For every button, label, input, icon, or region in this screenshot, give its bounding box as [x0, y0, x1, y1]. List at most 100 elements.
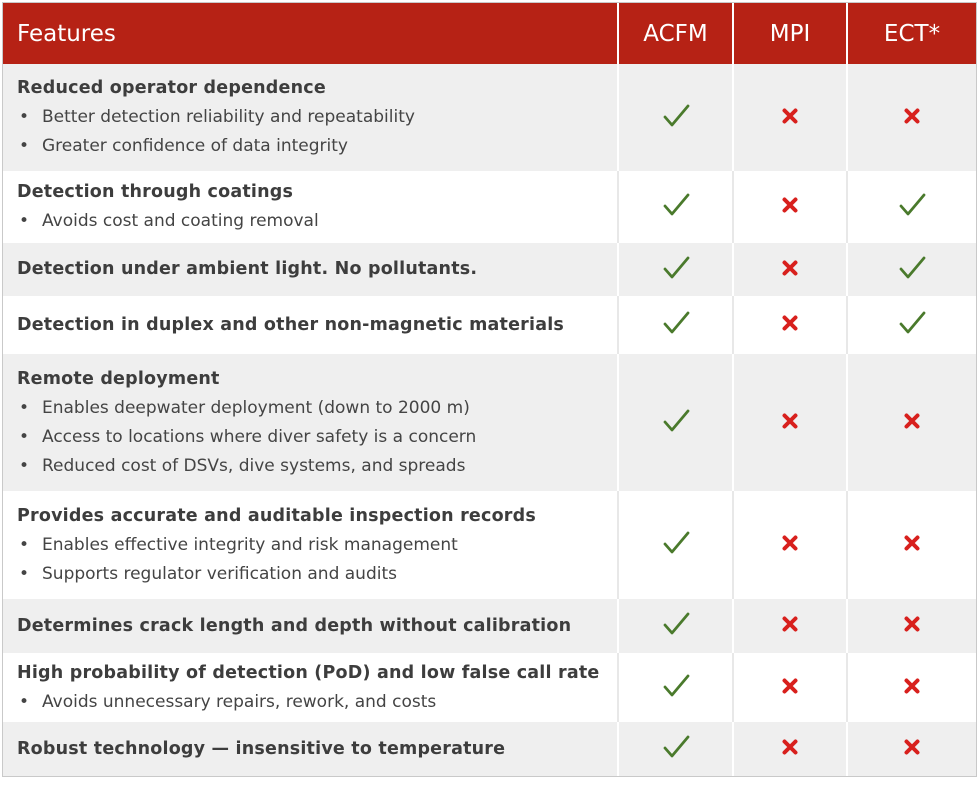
feature-title: Reduced operator dependence — [17, 78, 326, 98]
checkmark-icon — [661, 732, 691, 766]
feature-cell: Remote deployment • Enables deepwater depl… — [3, 354, 619, 491]
bullet-dot-icon: • — [19, 563, 30, 584]
feature-bullet-text: Enables effective integrity and risk man… — [42, 534, 458, 555]
feature-title: Detection in duplex and other non-magnet… — [17, 314, 565, 335]
checkmark-icon — [661, 308, 691, 342]
mpi-cell — [734, 491, 848, 599]
feature-title: Determines crack length and depth withou… — [17, 615, 572, 636]
cross-icon — [775, 308, 805, 342]
mpi-cell — [734, 171, 848, 243]
ect-cell — [848, 653, 976, 722]
cross-icon — [897, 609, 927, 643]
feature-title: Remote deployment — [17, 368, 220, 389]
cross-icon — [897, 406, 927, 440]
checkmark-icon — [897, 253, 927, 287]
header-acfm: ACFM — [619, 3, 734, 64]
feature-title: Robust technology — insensitive to tempe… — [17, 738, 506, 759]
mpi-cell — [734, 64, 848, 171]
cross-icon — [775, 406, 805, 440]
cross-icon — [775, 101, 805, 135]
bullet-dot-icon: • — [19, 691, 30, 712]
feature-bullet: • Avoids unnecessary repairs, rework, and… — [17, 688, 599, 717]
feature-bullet: • Enables deepwater deployment (down to 2… — [17, 394, 476, 423]
feature-bullet: • Avoids cost and coating removal — [17, 207, 319, 236]
feature-cell: High probability of detection (PoD) and … — [3, 653, 619, 722]
ect-cell — [848, 243, 976, 296]
cross-icon — [897, 101, 927, 135]
feature-bullets: • Enables deepwater deployment (down to 2… — [17, 394, 476, 481]
feature-cell: Reduced operator dependence • Better detec… — [3, 64, 619, 171]
cross-icon — [775, 609, 805, 643]
acfm-cell — [619, 171, 734, 243]
feature-cell: Detection through coatings • Avoids cost a… — [3, 171, 619, 243]
mpi-cell — [734, 722, 848, 776]
mpi-cell — [734, 296, 848, 354]
ect-cell — [848, 171, 976, 243]
cross-icon — [775, 671, 805, 705]
bullet-dot-icon: • — [19, 455, 30, 476]
feature-bullet-text: Greater confidence of data integrity — [42, 136, 348, 156]
acfm-cell — [619, 64, 734, 171]
header-features: Features — [3, 3, 619, 64]
ect-cell — [848, 64, 976, 171]
feature-title: Provides accurate and auditable inspecti… — [17, 505, 536, 526]
feature-bullet: • Reduced cost of DSVs, dive systems, and… — [17, 452, 476, 481]
comparison-table: Features ACFM MPI ECT* Reduced operator … — [2, 2, 977, 777]
checkmark-icon — [661, 528, 691, 562]
feature-bullet: • Enables effective integrity and risk ma… — [17, 531, 536, 560]
ect-cell — [848, 722, 976, 776]
feature-bullet-text: Avoids unnecessary repairs, rework, and … — [42, 691, 437, 712]
ect-cell — [848, 354, 976, 491]
mpi-cell — [734, 354, 848, 491]
feature-bullets: • Avoids unnecessary repairs, rework, and… — [17, 688, 599, 717]
mpi-cell — [734, 653, 848, 722]
checkmark-icon — [897, 308, 927, 342]
cross-icon — [775, 528, 805, 562]
feature-bullet: • Supports regulator verification and aud… — [17, 560, 536, 589]
checkmark-icon — [661, 671, 691, 705]
feature-bullet: • Better detection reliability and repeat… — [17, 103, 415, 132]
feature-bullets: • Enables effective integrity and risk ma… — [17, 531, 536, 589]
feature-bullet-text: Access to locations where diver safety i… — [42, 426, 477, 447]
cross-icon — [775, 253, 805, 287]
ect-cell — [848, 599, 976, 653]
cross-icon — [897, 671, 927, 705]
acfm-cell — [619, 491, 734, 599]
checkmark-icon — [661, 406, 691, 440]
ect-cell — [848, 491, 976, 599]
checkmark-icon — [897, 190, 927, 224]
bullet-dot-icon: • — [19, 107, 30, 127]
checkmark-icon — [661, 253, 691, 287]
feature-bullet-text: Better detection reliability and repeata… — [42, 107, 415, 127]
bullet-dot-icon: • — [19, 426, 30, 447]
mpi-cell — [734, 599, 848, 653]
feature-title: Detection through coatings — [17, 182, 294, 202]
ect-cell — [848, 296, 976, 354]
acfm-cell — [619, 599, 734, 653]
feature-bullet-text: Reduced cost of DSVs, dive systems, and … — [42, 455, 466, 476]
feature-bullets: • Better detection reliability and repeat… — [17, 103, 415, 161]
acfm-cell — [619, 722, 734, 776]
cross-icon — [775, 732, 805, 766]
feature-bullet: • Access to locations where diver safety … — [17, 423, 476, 452]
feature-cell: Provides accurate and auditable inspecti… — [3, 491, 619, 599]
feature-title: High probability of detection (PoD) and … — [17, 662, 600, 683]
checkmark-icon — [661, 609, 691, 643]
feature-cell: Detection in duplex and other non-magnet… — [3, 296, 619, 354]
bullet-dot-icon: • — [19, 136, 30, 156]
bullet-dot-icon: • — [19, 211, 30, 231]
header-mpi: MPI — [734, 3, 848, 64]
feature-title: Detection under ambient light. No pollut… — [17, 259, 478, 279]
acfm-cell — [619, 243, 734, 296]
feature-bullet-text: Avoids cost and coating removal — [42, 211, 319, 231]
feature-cell: Detection under ambient light. No pollut… — [3, 243, 619, 296]
feature-bullet-text: Enables deepwater deployment (down to 20… — [42, 397, 470, 418]
checkmark-icon — [661, 190, 691, 224]
bullet-dot-icon: • — [19, 534, 30, 555]
cross-icon — [775, 190, 805, 224]
acfm-cell — [619, 354, 734, 491]
acfm-cell — [619, 296, 734, 354]
header-ect: ECT* — [848, 3, 976, 64]
feature-cell: Determines crack length and depth withou… — [3, 599, 619, 653]
acfm-cell — [619, 653, 734, 722]
